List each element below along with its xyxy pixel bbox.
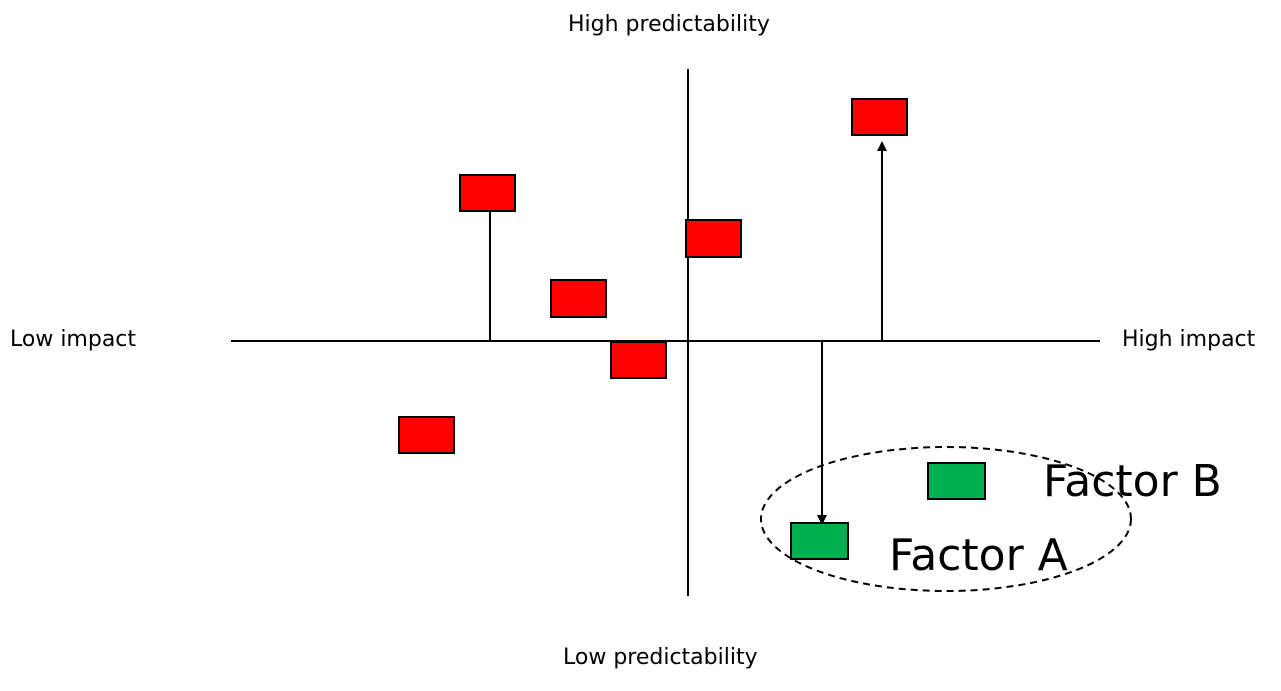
- risk-box: [459, 174, 516, 212]
- factor-a-box: [790, 522, 849, 560]
- factor-a-label: Factor A: [889, 530, 1068, 581]
- right-axis-label: High impact: [1122, 327, 1256, 352]
- risk-box: [550, 279, 607, 318]
- bottom-axis-label: Low predictability: [563, 645, 758, 670]
- risk-box: [685, 219, 742, 258]
- left-axis-label: Low impact: [10, 327, 137, 352]
- factor-b-label: Factor B: [1043, 456, 1222, 507]
- risk-box: [610, 341, 667, 379]
- factor-b-box: [927, 462, 986, 500]
- factor-group-ellipse: [760, 446, 1132, 592]
- risk-box: [851, 98, 908, 136]
- risk-box: [398, 416, 455, 454]
- top-axis-label: High predictability: [568, 12, 770, 37]
